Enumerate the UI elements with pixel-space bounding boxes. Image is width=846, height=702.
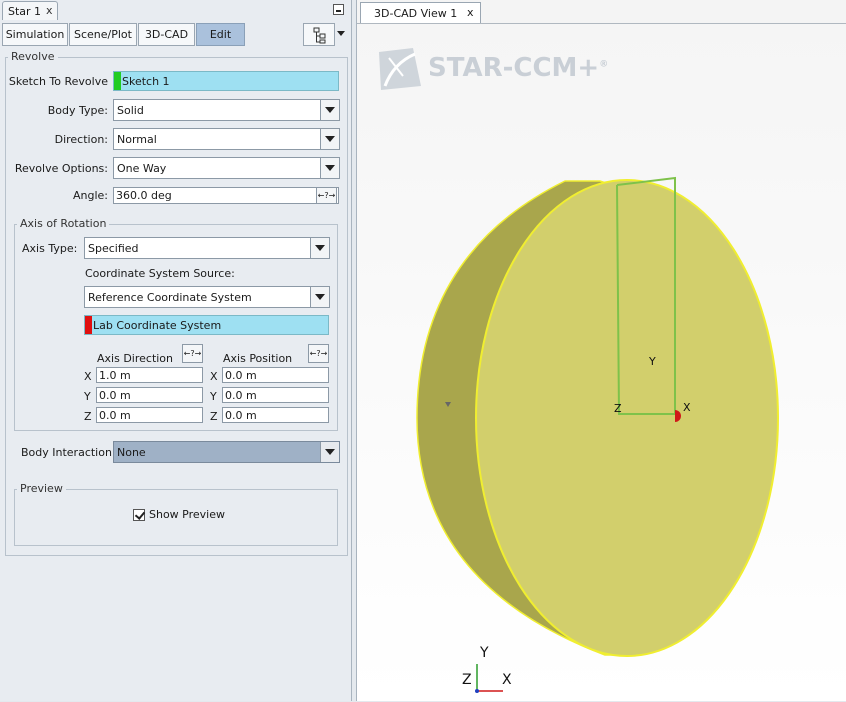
axis-position-z-field[interactable]: 0.0 m	[222, 407, 329, 423]
minimize-icon[interactable]	[333, 4, 344, 15]
edit-panel: Star 1 x Simulation Scene/Plot 3D-CAD Ed…	[0, 0, 352, 701]
direction-value: Normal	[117, 133, 157, 146]
cylinder-front-face	[475, 179, 779, 657]
chevron-down-icon[interactable]	[310, 287, 329, 307]
axis-position-label: Axis Position	[223, 352, 293, 365]
coord-system-field[interactable]: Lab Coordinate System	[84, 315, 329, 335]
triad-label-x: X	[502, 672, 512, 688]
triad-z-axis	[475, 689, 479, 693]
tab-scene-plot[interactable]: Scene/Plot	[69, 23, 137, 46]
revolve-options-value: One Way	[117, 162, 167, 175]
body-interaction-select[interactable]: None	[113, 441, 340, 463]
cylinder-model[interactable]	[357, 24, 846, 702]
axis-type-label: Axis Type:	[22, 242, 78, 255]
chevron-down-icon[interactable]	[337, 31, 345, 36]
tab-edit[interactable]: Edit	[196, 23, 245, 46]
axis-position-y-value: 0.0 m	[225, 389, 257, 402]
axis-type-value: Specified	[88, 242, 139, 255]
sketch-value: Sketch 1	[122, 75, 170, 88]
sketch-to-revolve-label: Sketch To Revolve	[8, 75, 108, 88]
axis-position-x-value: 0.0 m	[225, 369, 257, 382]
axis-position-y-label: Y	[210, 390, 217, 403]
triad-label-y: Y	[480, 645, 489, 661]
show-preview-label: Show Preview	[149, 508, 225, 521]
revolve-group-title: Revolve	[8, 50, 58, 63]
axis-position-x-label: X	[210, 370, 218, 383]
tab-simulation[interactable]: Simulation	[2, 23, 68, 46]
axis-direction-x-value: 1.0 m	[99, 369, 131, 382]
axis-direction-units-button[interactable]: ←?→	[182, 344, 203, 363]
star-ccm-logo-icon	[379, 48, 421, 90]
sketch-label-z: Z	[614, 402, 622, 415]
axis-direction-z-value: 0.0 m	[99, 409, 131, 422]
axis-of-rotation-group	[14, 224, 338, 431]
direction-select[interactable]: Normal	[113, 128, 340, 150]
angle-units-button[interactable]: ←?→	[316, 187, 337, 204]
coord-source-label: Coordinate System Source:	[85, 267, 235, 280]
axis-direction-x-label: X	[84, 370, 92, 383]
coord-source-select[interactable]: Reference Coordinate System	[84, 286, 330, 308]
close-icon[interactable]: x	[46, 4, 53, 17]
axis-type-select[interactable]: Specified	[84, 237, 330, 259]
axis-position-z-label: Z	[210, 410, 218, 423]
axis-of-rotation-title: Axis of Rotation	[17, 217, 110, 230]
window-tab-star1[interactable]: Star 1 x	[2, 1, 58, 20]
logo-text: STAR-CCM+®	[428, 53, 608, 83]
body-type-label: Body Type:	[47, 104, 108, 117]
chevron-down-icon[interactable]	[320, 129, 339, 149]
angle-value: 360.0 deg	[116, 189, 172, 202]
coord-source-value: Reference Coordinate System	[88, 291, 252, 304]
tree-view-button[interactable]	[303, 23, 335, 46]
revolve-options-select[interactable]: One Way	[113, 157, 340, 179]
logo-registered-mark: ®	[599, 59, 609, 70]
body-type-select[interactable]: Solid	[113, 99, 340, 121]
chevron-down-icon[interactable]	[320, 442, 339, 462]
cad-view-panel: 3D-CAD View 1 x STAR-CCM+® Y Z X Y Z X	[356, 0, 846, 701]
body-type-value: Solid	[117, 104, 144, 117]
angle-label: Angle:	[72, 189, 108, 202]
sketch-color-swatch	[114, 72, 121, 90]
coord-system-value: Lab Coordinate System	[93, 319, 222, 332]
chevron-down-icon[interactable]	[320, 158, 339, 178]
revolve-options-label: Revolve Options:	[14, 162, 108, 175]
revolve-group	[5, 57, 348, 556]
axis-direction-label: Axis Direction	[97, 352, 174, 365]
chevron-down-icon[interactable]	[310, 238, 329, 258]
preview-group	[14, 489, 338, 546]
origin-marker	[675, 410, 681, 422]
axis-position-y-field[interactable]: 0.0 m	[222, 387, 329, 403]
window-tab-label: Star 1	[8, 5, 42, 18]
axis-direction-y-field[interactable]: 0.0 m	[96, 387, 203, 403]
triad-label-z: Z	[462, 672, 472, 688]
sketch-field[interactable]: Sketch 1	[113, 71, 339, 91]
direction-label: Direction:	[54, 133, 108, 146]
axis-direction-y-value: 0.0 m	[99, 389, 131, 402]
close-icon[interactable]: x	[467, 6, 474, 19]
3d-viewport[interactable]: STAR-CCM+® Y Z X Y Z X	[357, 23, 846, 701]
preview-group-title: Preview	[17, 482, 66, 495]
body-interaction-value: None	[117, 446, 146, 459]
view-tab-label: 3D-CAD View 1	[374, 7, 458, 20]
axis-position-z-value: 0.0 m	[225, 409, 257, 422]
axis-position-units-button[interactable]: ←?→	[308, 344, 329, 363]
tree-icon	[313, 27, 326, 44]
tab-3d-cad-view-1[interactable]: 3D-CAD View 1 x	[360, 2, 481, 23]
axis-position-x-field[interactable]: 0.0 m	[222, 367, 329, 383]
tab-3d-cad[interactable]: 3D-CAD	[138, 23, 195, 46]
axis-direction-x-field[interactable]: 1.0 m	[96, 367, 203, 383]
cursor-marker	[445, 402, 451, 407]
sketch-label-y: Y	[649, 355, 656, 368]
show-preview-checkbox[interactable]	[133, 509, 145, 521]
logo-name: STAR-CCM+	[428, 53, 600, 83]
axis-direction-z-field[interactable]: 0.0 m	[96, 407, 203, 423]
coord-system-color-swatch	[85, 316, 92, 334]
chevron-down-icon[interactable]	[320, 100, 339, 120]
angle-field[interactable]: 360.0 deg	[113, 187, 339, 204]
body-interaction-label: Body Interaction	[21, 446, 112, 459]
axis-direction-z-label: Z	[84, 410, 92, 423]
axis-direction-y-label: Y	[84, 390, 91, 403]
sketch-label-x: X	[683, 401, 691, 414]
